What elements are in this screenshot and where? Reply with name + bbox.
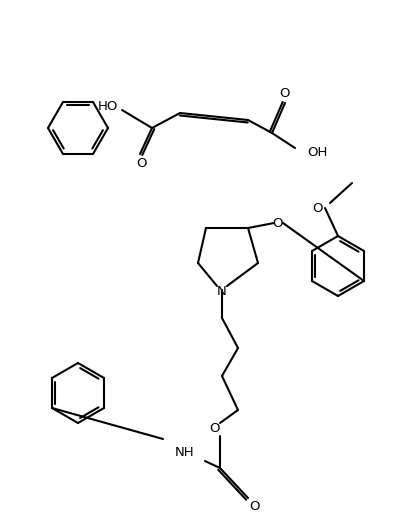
Text: O: O: [272, 217, 283, 229]
Text: OH: OH: [306, 146, 326, 159]
Text: O: O: [209, 422, 220, 435]
Text: N: N: [217, 284, 226, 297]
Text: HO: HO: [98, 99, 118, 112]
Text: O: O: [249, 499, 260, 512]
Text: O: O: [136, 156, 147, 169]
Text: O: O: [312, 202, 322, 214]
Text: NH: NH: [175, 445, 194, 458]
Text: O: O: [279, 87, 290, 99]
